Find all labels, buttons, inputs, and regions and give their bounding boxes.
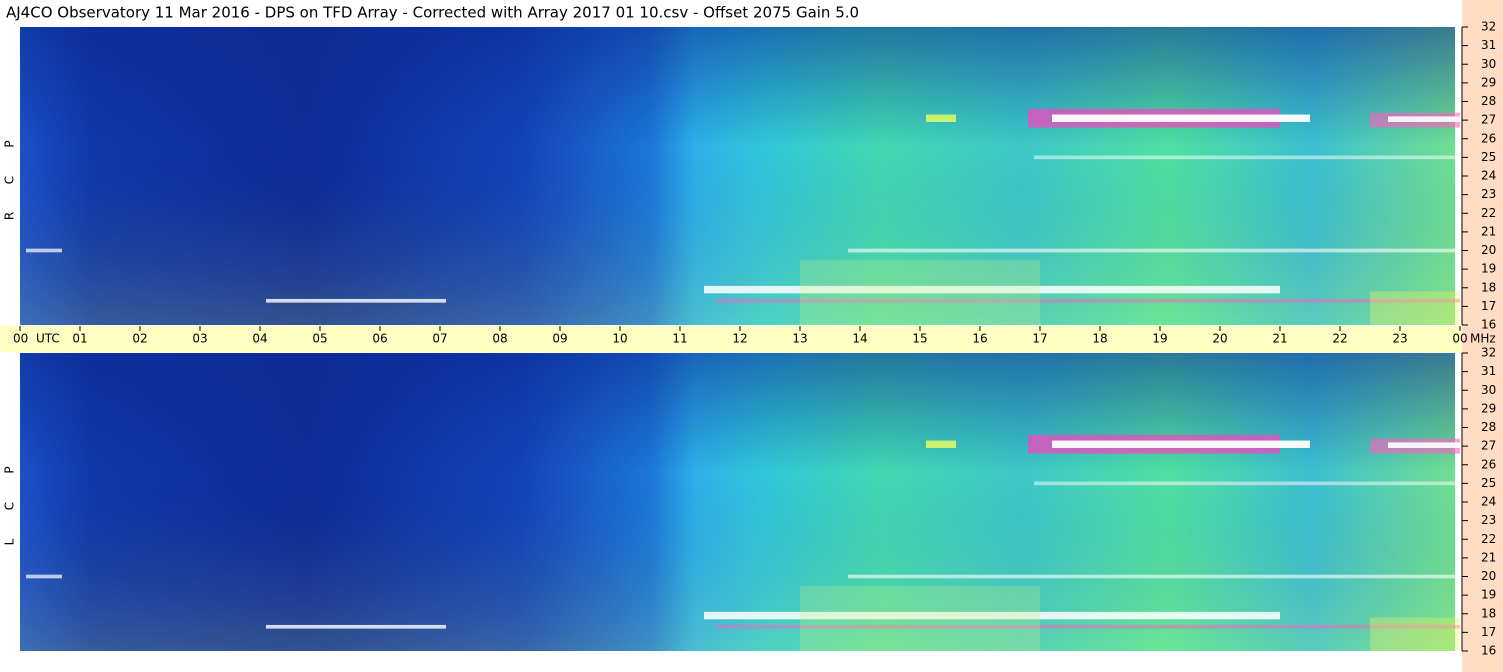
time-unit: UTC [36, 332, 60, 346]
freq-tick-label: 28 [1481, 420, 1496, 434]
time-strip [0, 326, 1462, 352]
time-tick-label: 15 [912, 332, 927, 346]
panel-label: R [3, 212, 17, 220]
emission [26, 248, 62, 253]
time-tick-label: 06 [372, 332, 387, 346]
emission [848, 574, 1460, 579]
freq-unit: MHz [1470, 332, 1496, 346]
freq-tick-label: 22 [1481, 532, 1496, 546]
title: AJ4CO Observatory 11 Mar 2016 - DPS on T… [6, 4, 859, 22]
freq-tick-label: 27 [1481, 439, 1496, 453]
freq-tick-label: 20 [1481, 569, 1496, 583]
time-tick-label: 21 [1272, 332, 1287, 346]
time-tick-label: 03 [192, 332, 207, 346]
time-tick-label: 01 [72, 332, 87, 346]
freq-tick-label: 26 [1481, 131, 1496, 145]
freq-tick-label: 18 [1481, 280, 1496, 294]
time-tick-label: 22 [1332, 332, 1347, 346]
freq-tick-label: 30 [1481, 383, 1496, 397]
emission [266, 624, 446, 629]
emission [266, 298, 446, 303]
freq-tick-label: 32 [1481, 346, 1496, 360]
spectrogram-shade [20, 27, 1455, 325]
emission [1052, 440, 1310, 448]
freq-tick-label: 23 [1481, 187, 1496, 201]
emission [1388, 116, 1460, 122]
freq-tick-label: 23 [1481, 513, 1496, 527]
freq-tick-label: 31 [1481, 38, 1496, 52]
emission [848, 248, 1460, 253]
emission [1370, 291, 1460, 325]
emission [800, 259, 1040, 325]
time-tick-label: 18 [1092, 332, 1107, 346]
freq-tick-label: 16 [1481, 644, 1496, 658]
time-tick-label: 20 [1212, 332, 1227, 346]
time-tick-label: 16 [972, 332, 987, 346]
emission [716, 298, 1460, 303]
emission [926, 114, 956, 122]
freq-tick-label: 20 [1481, 243, 1496, 257]
emission [704, 285, 1280, 294]
panel-label: P [3, 466, 17, 473]
freq-tick-label: 25 [1481, 476, 1496, 490]
time-tick-label: 12 [732, 332, 747, 346]
time-tick-label: 09 [552, 332, 567, 346]
freq-strip [1462, 0, 1503, 672]
freq-tick-label: 32 [1481, 20, 1496, 34]
panel-label: P [3, 140, 17, 147]
freq-tick-label: 29 [1481, 401, 1496, 415]
time-tick-label: 05 [312, 332, 327, 346]
time-tick-label: 02 [132, 332, 147, 346]
emission [26, 574, 62, 579]
emission [800, 585, 1040, 651]
freq-tick-label: 21 [1481, 224, 1496, 238]
freq-tick-label: 21 [1481, 550, 1496, 564]
emission [926, 440, 956, 448]
freq-tick-label: 27 [1481, 113, 1496, 127]
panel-label: C [3, 176, 17, 184]
time-tick-label: 00 [1452, 332, 1467, 346]
time-tick-label: 17 [1032, 332, 1047, 346]
freq-tick-label: 26 [1481, 457, 1496, 471]
time-tick-label: 08 [492, 332, 507, 346]
freq-tick-label: 29 [1481, 75, 1496, 89]
time-tick-label: 11 [672, 332, 687, 346]
freq-tick-label: 30 [1481, 57, 1496, 71]
time-tick-label: 00 [13, 332, 28, 346]
time-tick-label: 14 [852, 332, 867, 346]
freq-tick-label: 17 [1481, 299, 1496, 313]
spectrogram-shade [20, 353, 1455, 651]
time-tick-label: 13 [792, 332, 807, 346]
emission [1034, 155, 1460, 160]
emission [1034, 481, 1460, 486]
panel-label: C [3, 502, 17, 510]
emission [1388, 442, 1460, 448]
emission [1370, 617, 1460, 651]
freq-tick-label: 16 [1481, 318, 1496, 332]
time-tick-label: 19 [1152, 332, 1167, 346]
freq-tick-label: 22 [1481, 206, 1496, 220]
freq-tick-label: 17 [1481, 625, 1496, 639]
panel-label: L [3, 538, 17, 545]
emission [1052, 114, 1310, 122]
freq-tick-label: 24 [1481, 495, 1496, 509]
freq-tick-label: 19 [1481, 262, 1496, 276]
emission [716, 624, 1460, 629]
freq-tick-label: 25 [1481, 150, 1496, 164]
freq-tick-label: 24 [1481, 169, 1496, 183]
freq-tick-label: 28 [1481, 94, 1496, 108]
time-tick-label: 04 [252, 332, 267, 346]
time-tick-label: 23 [1392, 332, 1407, 346]
time-tick-label: 07 [432, 332, 447, 346]
time-tick-label: 10 [612, 332, 627, 346]
freq-tick-label: 31 [1481, 364, 1496, 378]
freq-tick-label: 18 [1481, 606, 1496, 620]
freq-tick-label: 19 [1481, 588, 1496, 602]
emission [704, 611, 1280, 620]
